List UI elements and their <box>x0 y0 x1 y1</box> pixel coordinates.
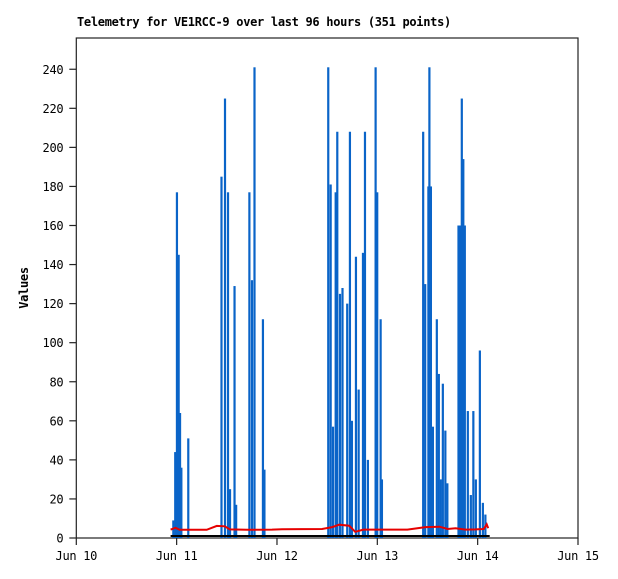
y-tick-label: 20 <box>49 492 63 506</box>
telemetry-bar <box>361 252 365 538</box>
x-tick-label: Jun 14 <box>457 549 499 563</box>
y-tick-label: 0 <box>56 532 63 546</box>
y-tick-label: 240 <box>43 63 64 77</box>
telemetry-bar <box>424 284 427 538</box>
y-tick-label: 120 <box>43 297 64 311</box>
telemetry-bar <box>348 131 352 538</box>
telemetry-bar <box>441 383 444 538</box>
telemetry-bar <box>431 426 435 538</box>
telemetry-bar <box>223 98 227 538</box>
y-tick-label: 200 <box>43 141 64 155</box>
telemetry-bar <box>435 319 438 538</box>
telemetry-bar <box>363 131 367 538</box>
y-tick-label: 60 <box>49 414 63 428</box>
x-tick-label: Jun 12 <box>256 549 298 563</box>
telemetry-bar <box>253 67 256 538</box>
telemetry-bar <box>178 413 182 538</box>
telemetry-bar <box>235 504 238 538</box>
telemetry-bar <box>180 467 183 538</box>
telemetry-bar <box>463 225 466 538</box>
plot-border <box>75 37 579 539</box>
telemetry-bar <box>250 280 254 538</box>
telemetry-bar <box>459 225 462 538</box>
telemetry-bar <box>437 373 440 538</box>
telemetry-bar <box>263 469 266 538</box>
telemetry-bar <box>233 286 236 538</box>
x-tick-label: Jun 15 <box>557 549 599 563</box>
telemetry-bar <box>187 438 190 538</box>
telemetry-bar <box>380 479 384 538</box>
telemetry-bar <box>336 131 339 538</box>
x-tick-label: Jun 10 <box>56 549 98 563</box>
telemetry-line-channel-b-line <box>170 522 490 533</box>
telemetry-bar <box>472 411 475 538</box>
y-tick-label: 80 <box>49 375 63 389</box>
y-tick-label: 180 <box>43 180 64 194</box>
telemetry-bar <box>331 426 335 538</box>
telemetry-bar <box>334 192 337 538</box>
telemetry-bar <box>422 131 425 538</box>
telemetry-bar <box>446 483 449 538</box>
y-tick-label: 220 <box>43 102 64 116</box>
telemetry-bar <box>379 319 382 538</box>
telemetry-bar <box>174 452 177 538</box>
telemetry-bar <box>327 67 330 538</box>
telemetry-bar <box>346 303 349 538</box>
telemetry-bar <box>350 420 354 538</box>
telemetry-bar <box>338 293 342 538</box>
telemetry-bar <box>248 192 251 538</box>
telemetry-bar <box>429 186 433 538</box>
telemetry-bar <box>462 159 465 538</box>
telemetry-bar <box>374 67 377 538</box>
telemetry-bar <box>261 319 265 538</box>
y-tick-label: 40 <box>49 453 63 467</box>
y-tick-label: 140 <box>43 258 64 272</box>
telemetry-bar <box>177 254 180 538</box>
telemetry-bar <box>226 192 230 538</box>
telemetry-bar <box>460 98 463 538</box>
telemetry-bar <box>341 288 344 538</box>
telemetry-bar <box>478 350 481 538</box>
telemetry-bar <box>481 502 484 538</box>
telemetry-bar <box>474 479 477 538</box>
telemetry-bar <box>366 459 369 538</box>
y-tick-label: 160 <box>43 219 64 233</box>
x-tick-label: Jun 11 <box>156 549 198 563</box>
telemetry-bar <box>354 256 358 538</box>
telemetry-bar <box>439 479 442 538</box>
telemetry-bar <box>428 67 431 538</box>
telemetry-bar <box>466 411 469 538</box>
telemetry-bar <box>357 389 360 538</box>
telemetry-bar <box>469 495 472 538</box>
x-tick-label: Jun 13 <box>357 549 399 563</box>
telemetry-bar <box>175 192 179 538</box>
y-tick-label: 100 <box>43 336 64 350</box>
telemetry-bar <box>457 225 460 538</box>
telemetry-bar <box>228 489 232 538</box>
telemetry-bar <box>329 184 332 538</box>
chart-title: Telemetry for VE1RCC-9 over last 96 hour… <box>77 15 451 29</box>
telemetry-bar <box>376 192 379 538</box>
telemetry-bar <box>444 430 447 538</box>
telemetry-bar <box>220 176 223 538</box>
